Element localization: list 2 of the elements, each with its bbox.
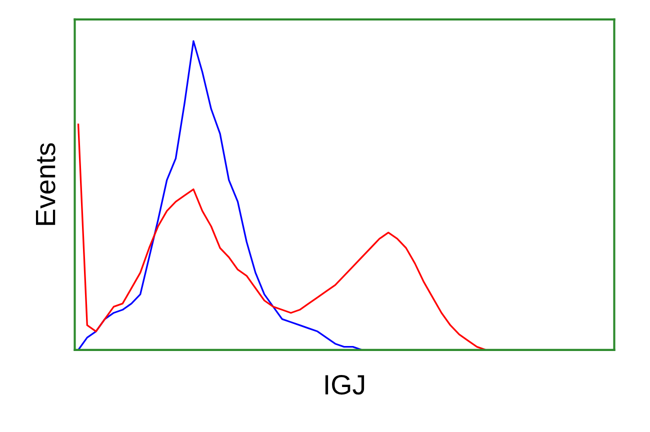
y-axis-title: Events (36, 143, 56, 225)
x-axis-title: IGJ (325, 374, 364, 395)
